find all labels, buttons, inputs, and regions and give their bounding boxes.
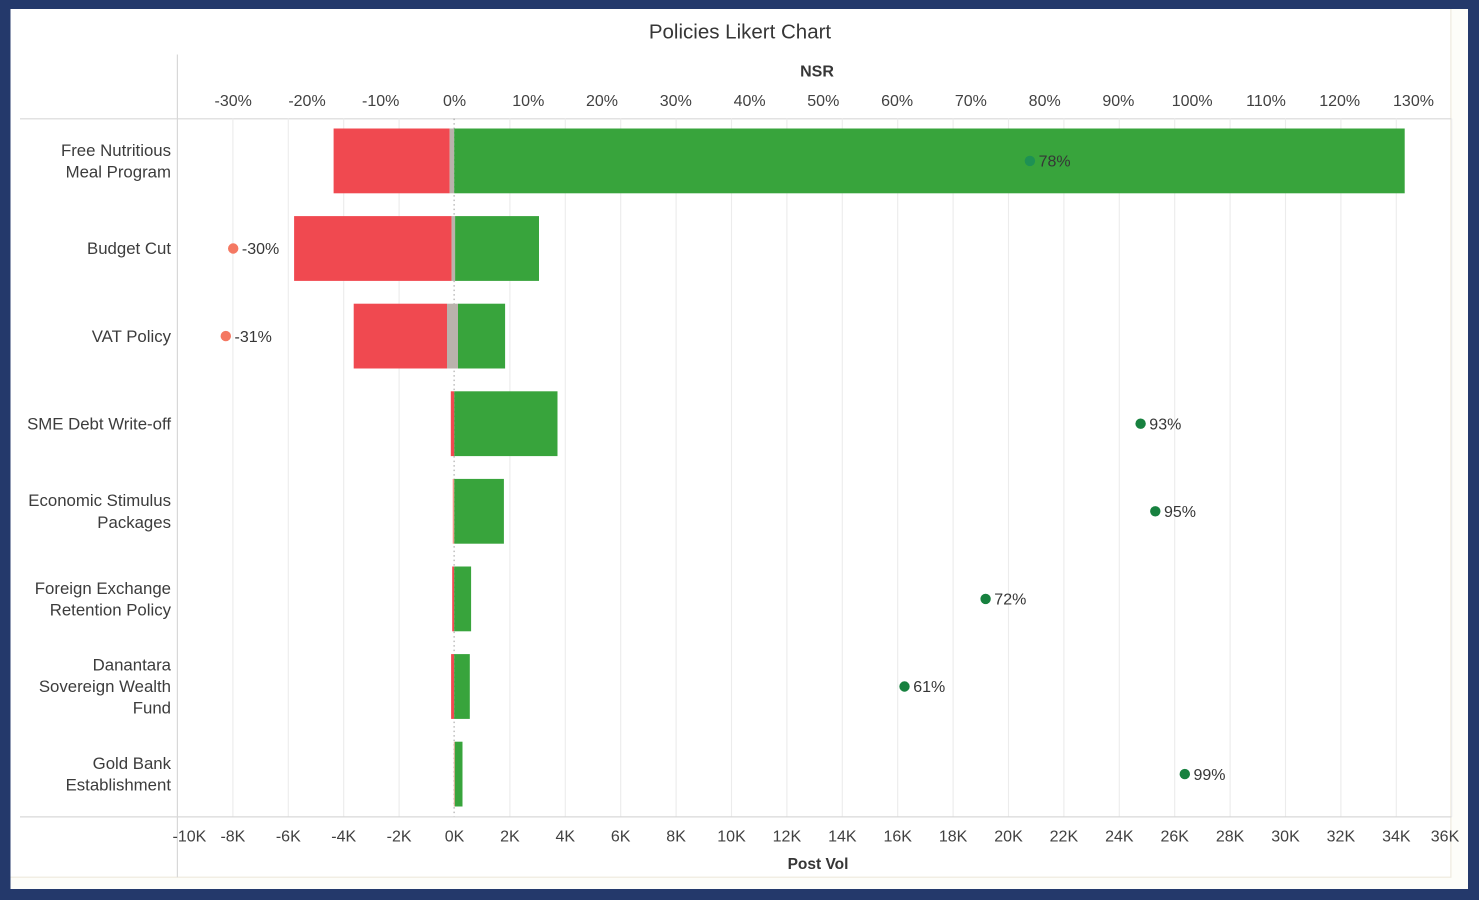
svg-text:78%: 78% <box>1039 154 1071 171</box>
svg-text:Sovereign Wealth: Sovereign Wealth <box>39 677 171 696</box>
svg-text:-10%: -10% <box>362 93 399 110</box>
svg-text:-8K: -8K <box>220 829 245 846</box>
svg-text:30K: 30K <box>1271 829 1300 846</box>
svg-text:Fund: Fund <box>133 699 171 718</box>
svg-text:Packages: Packages <box>97 513 171 532</box>
svg-text:Retention Policy: Retention Policy <box>50 600 172 619</box>
svg-text:-31%: -31% <box>235 329 272 346</box>
svg-text:Budget Cut: Budget Cut <box>87 239 171 258</box>
svg-text:10%: 10% <box>512 93 544 110</box>
svg-text:26K: 26K <box>1160 829 1189 846</box>
svg-text:0K: 0K <box>445 829 465 846</box>
svg-text:34K: 34K <box>1382 829 1411 846</box>
svg-text:24K: 24K <box>1105 829 1134 846</box>
svg-text:Post Vol: Post Vol <box>788 856 849 873</box>
svg-text:72%: 72% <box>994 592 1026 609</box>
svg-text:20%: 20% <box>586 93 618 110</box>
svg-text:0%: 0% <box>443 93 466 110</box>
svg-text:Danantara: Danantara <box>93 656 172 675</box>
svg-text:95%: 95% <box>1164 504 1196 521</box>
svg-text:20K: 20K <box>994 829 1023 846</box>
svg-text:100%: 100% <box>1172 93 1213 110</box>
svg-text:40%: 40% <box>734 93 766 110</box>
svg-text:Gold Bank: Gold Bank <box>93 754 172 773</box>
svg-text:4K: 4K <box>556 829 576 846</box>
svg-text:12K: 12K <box>773 829 802 846</box>
svg-text:-10K: -10K <box>173 829 207 846</box>
svg-text:120%: 120% <box>1319 93 1360 110</box>
svg-text:NSR: NSR <box>800 64 834 81</box>
svg-text:36K: 36K <box>1431 829 1460 846</box>
svg-text:Foreign Exchange: Foreign Exchange <box>35 579 171 598</box>
svg-text:VAT Policy: VAT Policy <box>92 327 172 346</box>
svg-text:-6K: -6K <box>276 829 301 846</box>
svg-text:SME Debt Write-off: SME Debt Write-off <box>27 414 171 433</box>
svg-text:60%: 60% <box>881 93 913 110</box>
svg-text:99%: 99% <box>1194 767 1226 784</box>
svg-text:Establishment: Establishment <box>66 776 172 795</box>
svg-text:50%: 50% <box>807 93 839 110</box>
svg-text:110%: 110% <box>1246 93 1286 110</box>
svg-text:70%: 70% <box>955 93 987 110</box>
svg-text:14K: 14K <box>828 829 857 846</box>
svg-text:-30%: -30% <box>242 241 279 258</box>
svg-text:16K: 16K <box>883 829 912 846</box>
svg-text:Meal Program: Meal Program <box>66 162 171 181</box>
svg-text:61%: 61% <box>913 679 945 696</box>
svg-text:22K: 22K <box>1050 829 1079 846</box>
svg-text:6K: 6K <box>611 829 631 846</box>
svg-text:10K: 10K <box>717 829 746 846</box>
svg-text:32K: 32K <box>1327 829 1356 846</box>
svg-text:130%: 130% <box>1393 93 1434 110</box>
svg-text:-30%: -30% <box>215 93 252 110</box>
svg-text:-20%: -20% <box>288 93 325 110</box>
svg-text:28K: 28K <box>1216 829 1245 846</box>
svg-text:90%: 90% <box>1102 93 1134 110</box>
svg-text:93%: 93% <box>1149 416 1181 433</box>
svg-text:Economic Stimulus: Economic Stimulus <box>28 491 171 510</box>
svg-text:8K: 8K <box>666 829 686 846</box>
svg-text:Free Nutritious: Free Nutritious <box>61 141 171 160</box>
svg-text:18K: 18K <box>939 829 968 846</box>
svg-text:80%: 80% <box>1029 93 1061 110</box>
svg-text:30%: 30% <box>660 93 692 110</box>
svg-text:2K: 2K <box>500 829 520 846</box>
svg-text:Policies Likert Chart: Policies Likert Chart <box>649 21 832 44</box>
svg-text:-2K: -2K <box>387 829 412 846</box>
svg-text:-4K: -4K <box>331 829 356 846</box>
